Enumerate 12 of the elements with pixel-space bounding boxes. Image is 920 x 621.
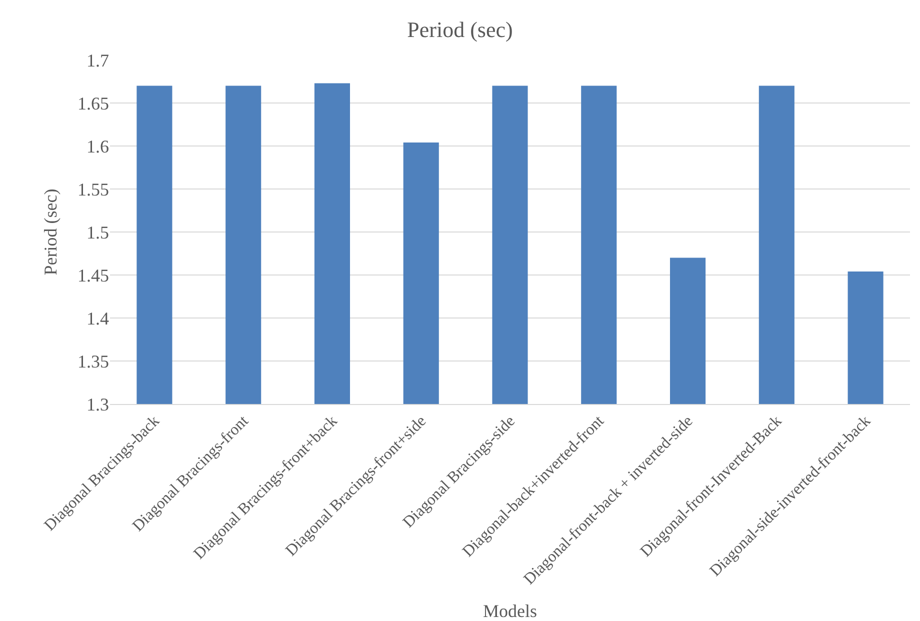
chart-title: Period (sec) bbox=[407, 17, 513, 42]
y-axis-title: Period (sec) bbox=[40, 188, 61, 276]
y-tick-label: 1.55 bbox=[78, 179, 109, 200]
y-tick-label: 1.7 bbox=[86, 50, 109, 70]
y-tick-label: 1.45 bbox=[78, 265, 109, 286]
y-tick-label: 1.65 bbox=[78, 93, 109, 114]
y-tick-label: 1.4 bbox=[86, 308, 109, 328]
y-tick-label: 1.6 bbox=[86, 136, 109, 156]
x-axis-title: Models bbox=[483, 601, 537, 621]
y-tick-label: 1.3 bbox=[86, 394, 109, 414]
y-tick-label: 1.5 bbox=[86, 222, 109, 242]
y-tick-label: 1.35 bbox=[78, 351, 109, 372]
